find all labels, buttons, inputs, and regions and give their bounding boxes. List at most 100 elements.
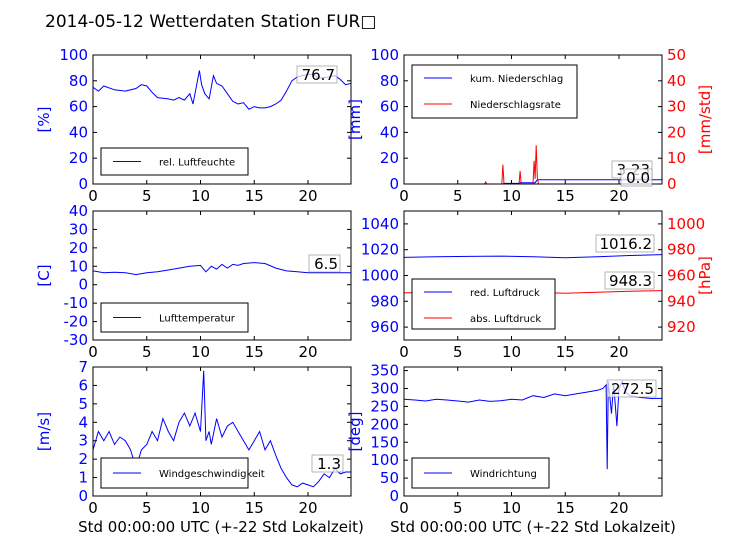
annotation-value: 948.3 (609, 272, 652, 290)
x-tick-label: 20 (298, 187, 317, 205)
y-axis-label-right: [hPa] (696, 256, 714, 295)
annotation-box (620, 168, 653, 187)
y-tick-label: 20 (69, 149, 88, 167)
y-axis-label: [mm] (346, 99, 364, 140)
y-tick-label: 100 (370, 46, 399, 64)
x-tick-label: 5 (453, 187, 463, 205)
y-tick-label: 40 (69, 202, 88, 220)
annotation-value: 6.5 (314, 255, 338, 273)
plot-frame (92, 366, 352, 497)
y-tick-label: 100 (59, 46, 88, 64)
x-tick-label: 5 (142, 343, 152, 361)
annotation-box (604, 271, 655, 290)
series-line-1 (404, 254, 662, 259)
x-tick-label: 15 (245, 499, 264, 517)
annotation-box (296, 65, 338, 84)
y-tick-label: 4 (78, 413, 88, 431)
y-tick-label-right: 40 (667, 72, 686, 90)
y-tick-label-right: 1000 (667, 215, 705, 233)
annotation-box (311, 454, 344, 473)
y-tick-label: 200 (370, 415, 399, 433)
y-tick-label: -10 (64, 294, 89, 312)
annotation-value: 1.3 (317, 455, 341, 473)
x-tick-label: 10 (191, 499, 210, 517)
chart-panel-1: 0 5 10 15 20 0 20 40 60 80 100 [%] rel. Luftfeuchte 7… (35, 46, 352, 205)
x-axis-label-right: Std 00:00:00 UTC (+-22 Std Lokalzeit) (390, 518, 676, 536)
x-tick-label: 0 (399, 499, 409, 517)
legend-box (411, 278, 556, 330)
chart-panel-3: 0 5 10 15 20-30-20-10010203040[C]Lufttempera… (35, 202, 352, 361)
x-tick-label: 0 (88, 343, 98, 361)
y-tick-label: 300 (370, 380, 399, 398)
y-tick-label: 50 (380, 469, 399, 487)
y-tick-label: 1 (78, 469, 88, 487)
x-tick-label: 0 (88, 187, 98, 205)
y-tick-label: 0 (389, 175, 399, 193)
y-tick-label: 80 (380, 72, 399, 90)
plot-frame (403, 210, 663, 341)
x-tick-label: 20 (298, 343, 317, 361)
legend-label: red. Luftdruck (470, 288, 540, 299)
y-tick-label: 150 (370, 433, 399, 451)
x-tick-label: 5 (142, 187, 152, 205)
y-tick-label: 2 (78, 450, 88, 468)
annotation-value: 76.7 (302, 66, 335, 84)
x-tick-label: 10 (191, 187, 210, 205)
y-tick-label: 10 (69, 257, 88, 275)
x-tick-label: 10 (191, 343, 210, 361)
plot-frame (92, 210, 352, 341)
y-tick-label: 980 (370, 292, 399, 310)
chart-panel-5: 0 5 10 15 2001234567[m/s]Windgeschwindigkeit… (35, 358, 352, 517)
x-tick-label: 15 (556, 343, 575, 361)
x-tick-label: 20 (298, 499, 317, 517)
chart-panel-2: 0 5 10 15 20 0 20 40 60 80 100 0 10 20 30 40 50 [mm] [mm/s… (346, 46, 714, 205)
y-tick-label: 960 (370, 318, 399, 336)
y-tick-label: 250 (370, 397, 399, 415)
y-tick-label: 20 (69, 239, 88, 257)
chart-panel-4: 0 5 10 15 20 960 980 1000 1020 1040 920 940 960 980 10… (361, 210, 714, 361)
y-tick-label-right: 10 (667, 149, 686, 167)
y-tick-label-right: 960 (667, 267, 696, 285)
x-tick-label: 10 (502, 499, 521, 517)
x-tick-label: 0 (399, 187, 409, 205)
x-axis-label-left: Std 00:00:00 UTC (+-22 Std Lokalzeit) (78, 518, 364, 536)
y-tick-label: 80 (69, 72, 88, 90)
y-tick-label: 1040 (361, 215, 399, 233)
y-axis-label: [C] (35, 264, 53, 286)
x-tick-label: 15 (245, 187, 264, 205)
x-tick-label: 20 (609, 343, 628, 361)
y-axis-label: [m/s] (35, 412, 53, 451)
y-tick-label: 1020 (361, 241, 399, 259)
y-tick-label-right: 940 (667, 292, 696, 310)
y-tick-label: 20 (380, 149, 399, 167)
legend-label: kum. Niederschlag (470, 74, 563, 85)
y-axis-label-right: [mm/std] (696, 85, 714, 154)
y-tick-label: 60 (380, 98, 399, 116)
y-tick-label: 0 (78, 175, 88, 193)
y-tick-label: 1000 (361, 267, 399, 285)
x-tick-label: 15 (556, 187, 575, 205)
series-line-1 (93, 262, 351, 276)
annotation-value: 0.0 (626, 169, 650, 187)
y-tick-label: 0 (78, 487, 88, 505)
y-tick-label-right: 920 (667, 318, 696, 336)
annotation-box (308, 254, 341, 273)
y-tick-label: 350 (370, 362, 399, 380)
y-tick-label: 40 (69, 123, 88, 141)
y-tick-label: 0 (78, 276, 88, 294)
y-axis-label: [deg] (346, 412, 364, 452)
legend-box (411, 64, 578, 119)
x-tick-label: 0 (88, 499, 98, 517)
x-tick-label: 15 (556, 499, 575, 517)
y-tick-label: 3 (78, 432, 88, 450)
x-tick-label: 15 (245, 343, 264, 361)
y-tick-label: 30 (69, 220, 88, 238)
y-tick-label: -20 (64, 313, 89, 331)
x-tick-label: 0 (399, 343, 409, 361)
annotation-box (595, 234, 655, 253)
legend-label: Windgeschwindigkeit (159, 469, 265, 480)
legend-label: Niederschlagsrate (470, 100, 561, 111)
x-tick-label: 5 (453, 499, 463, 517)
y-tick-label: 60 (69, 98, 88, 116)
